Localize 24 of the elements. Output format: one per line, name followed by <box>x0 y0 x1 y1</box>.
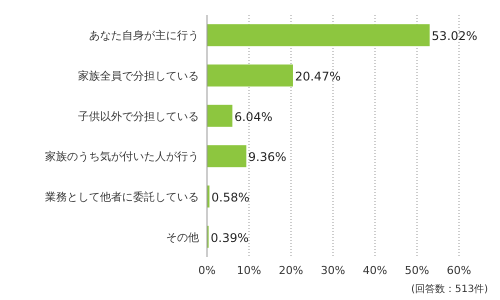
x-tick-label: 60% <box>446 264 472 277</box>
data-label: 53.02% <box>432 29 478 44</box>
x-tick-label: 0% <box>198 264 216 277</box>
data-label: 6.04% <box>234 110 272 124</box>
data-label: 0.39% <box>210 230 249 245</box>
x-tick-label: 10% <box>236 264 262 277</box>
y-tick-label: あなた自身が主に行う <box>89 29 199 42</box>
x-tick-label: 20% <box>278 264 304 277</box>
y-tick-label: 子供以外で分担している <box>78 110 199 123</box>
y-tick-label: 家族のうち気が付いた人が行う <box>45 150 199 164</box>
y-tick-label: その他 <box>166 230 199 244</box>
bar <box>207 104 232 127</box>
text: (回答数：513件) <box>411 283 488 295</box>
x-tick-label: 50% <box>404 264 430 277</box>
data-label: 0.58% <box>211 190 250 204</box>
data-label: 20.47% <box>294 70 341 84</box>
bar <box>207 24 430 46</box>
bar <box>207 145 246 168</box>
y-tick-label: 業務として他者に委託している <box>45 190 199 204</box>
y-tick-label: 家族全員で分担している <box>78 70 199 82</box>
x-tick-label: 40% <box>362 264 388 277</box>
bar <box>207 64 293 86</box>
x-tick-label: 30% <box>320 264 346 277</box>
data-label: 9.36% <box>248 150 286 164</box>
